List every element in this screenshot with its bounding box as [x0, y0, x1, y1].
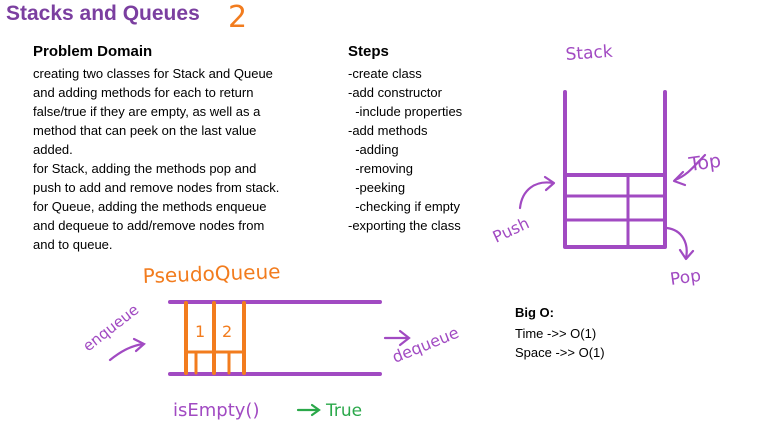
enqueue-arrow-head — [132, 337, 146, 353]
is-empty-result: True — [325, 401, 362, 421]
queue-node-border — [184, 301, 246, 375]
pop-arrow-head — [678, 248, 695, 261]
problem-domain-line: push to add and remove nodes from stack. — [33, 180, 280, 195]
step-item: -exporting the class — [348, 218, 461, 233]
top-label: Top — [687, 150, 723, 176]
problem-domain-line: and to queue. — [33, 237, 113, 252]
pop-label: Pop — [669, 266, 702, 290]
problem-domain-line: for Stack, adding the methods pop and — [33, 161, 257, 176]
problem-domain-line: false/true if they are empty, as well as… — [33, 104, 261, 119]
problem-domain-heading: Problem Domain — [33, 43, 153, 60]
is-empty-arrow-head — [310, 403, 321, 417]
enqueue-arrow — [108, 342, 145, 362]
problem-domain-line: for Queue, adding the methods enqueue — [33, 199, 267, 214]
step-item: -add constructor — [348, 85, 442, 100]
problem-domain-line: creating two classes for Stack and Queue — [33, 66, 273, 81]
problem-domain-line: and adding methods for each to return — [33, 85, 254, 100]
big-o-heading: Big O: — [515, 305, 554, 320]
stack-container — [563, 90, 667, 249]
steps-heading: Steps — [348, 43, 389, 60]
step-item: -adding — [348, 142, 399, 157]
problem-domain-text: creating two classes for Stack and Queue… — [33, 64, 333, 254]
queue-node-value-2: 2 — [222, 322, 232, 341]
step-item: -removing — [348, 161, 414, 176]
step-item: -create class — [348, 66, 422, 81]
is-empty-label: isEmpty() — [173, 400, 259, 421]
push-arrow — [518, 181, 555, 210]
top-arrow-head — [672, 170, 687, 187]
stack-label: Stack — [565, 42, 614, 65]
step-item: -add methods — [348, 123, 428, 138]
big-o-space: Space ->> O(1) — [515, 345, 605, 360]
problem-domain-line: added. — [33, 142, 73, 157]
queue-node-column-divider — [194, 350, 231, 375]
title-number-annotation: 2 — [228, 0, 248, 35]
big-o-section: Big O: Time ->> O(1) Space ->> O(1) — [515, 303, 605, 362]
dequeue-label: dequeue — [389, 323, 461, 367]
push-label: Push — [490, 213, 532, 246]
page-title: Stacks and Queues — [6, 2, 200, 25]
step-item: -peeking — [348, 180, 406, 195]
step-item: -include properties — [348, 104, 463, 119]
problem-domain-line: method that can peek on the last value — [33, 123, 257, 138]
dequeue-arrow-head — [398, 329, 411, 347]
queue-node-value-1: 1 — [195, 322, 205, 341]
top-arrow — [673, 153, 707, 182]
queue-label: PseudoQueue — [142, 259, 281, 288]
stack-diagram — [518, 90, 707, 261]
step-item: -checking if empty — [348, 199, 460, 214]
queue-diagram — [108, 300, 411, 417]
problem-domain-line: and dequeue to add/remove nodes from — [33, 218, 265, 233]
steps-list: -create class -add constructor -include … — [348, 64, 462, 235]
pop-arrow — [665, 226, 688, 260]
big-o-time: Time ->> O(1) — [515, 326, 597, 341]
push-arrow-head — [543, 175, 556, 192]
